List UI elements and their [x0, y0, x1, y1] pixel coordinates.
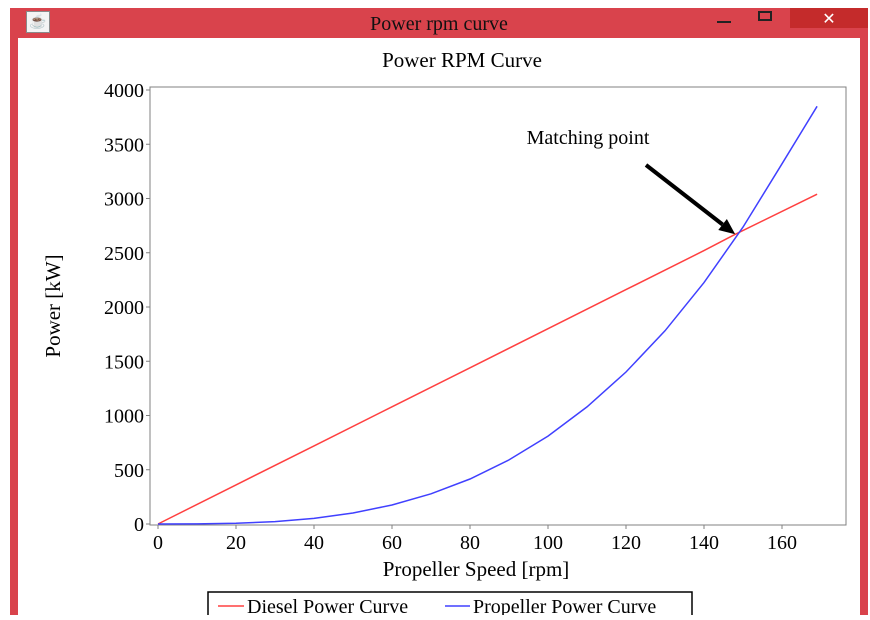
app-window: ☕ Power rpm curve ✕ Power RPM Curve 0 500… — [10, 8, 868, 619]
x-tick-label: 20 — [226, 532, 246, 554]
legend: Diesel Power Curve Propeller Power Curve — [207, 591, 693, 619]
x-tick-label: 140 — [689, 532, 719, 554]
x-tick-label: 100 — [533, 532, 563, 554]
plot-frame — [149, 86, 847, 526]
maximize-button[interactable] — [754, 8, 784, 32]
y-tick-label: 0 — [134, 514, 144, 536]
title-bar[interactable]: ☕ Power rpm curve ✕ — [10, 8, 868, 38]
x-tick-label: 120 — [611, 532, 641, 554]
series-layer — [157, 105, 818, 525]
series-line-propeller — [157, 105, 818, 525]
y-tick-label: 2500 — [104, 243, 144, 265]
legend-label-diesel: Diesel Power Curve — [247, 596, 408, 615]
annotation-arrow-head — [718, 218, 736, 235]
legend-label-propeller: Propeller Power Curve — [473, 596, 656, 615]
x-tick-label: 0 — [153, 532, 163, 554]
chart-panel: Power RPM Curve 0 500 1000 1500 2000 2500 3000… — [18, 38, 860, 619]
y-tick-label: 1000 — [104, 406, 144, 428]
close-button[interactable]: ✕ — [790, 8, 868, 28]
y-tick-label: 1500 — [104, 351, 144, 373]
x-tick-label: 60 — [382, 532, 402, 554]
y-tick-label: 3000 — [104, 189, 144, 211]
window-title: Power rpm curve — [370, 13, 508, 35]
legend-box — [207, 591, 693, 619]
java-cup-icon[interactable]: ☕ — [26, 11, 50, 33]
series-line-diesel — [157, 193, 818, 525]
minimize-button[interactable] — [710, 8, 740, 32]
x-tick-label: 80 — [460, 532, 480, 554]
x-axis: 0 20 40 60 80 100 120 140 160 — [153, 525, 797, 554]
y-tick-label: 2000 — [104, 297, 144, 319]
x-tick-label: 160 — [767, 532, 797, 554]
y-axis-label: Power [kW] — [41, 254, 65, 357]
x-axis-label: Propeller Speed [rpm] — [383, 557, 570, 581]
matching-point-annotation: Matching point — [527, 127, 736, 235]
y-tick-label: 500 — [114, 460, 144, 482]
chart-title: Power RPM Curve — [382, 48, 542, 72]
y-tick-label: 3500 — [104, 134, 144, 156]
annotation-arrow — [644, 163, 724, 227]
x-tick-label: 40 — [304, 532, 324, 554]
annotation-label: Matching point — [527, 127, 650, 149]
y-axis: 0 500 1000 1500 2000 2500 3000 3500 4000 — [104, 80, 150, 536]
power-rpm-chart: Power RPM Curve 050010001500200025003000… — [41, 48, 847, 619]
y-tick-label: 4000 — [104, 80, 144, 102]
